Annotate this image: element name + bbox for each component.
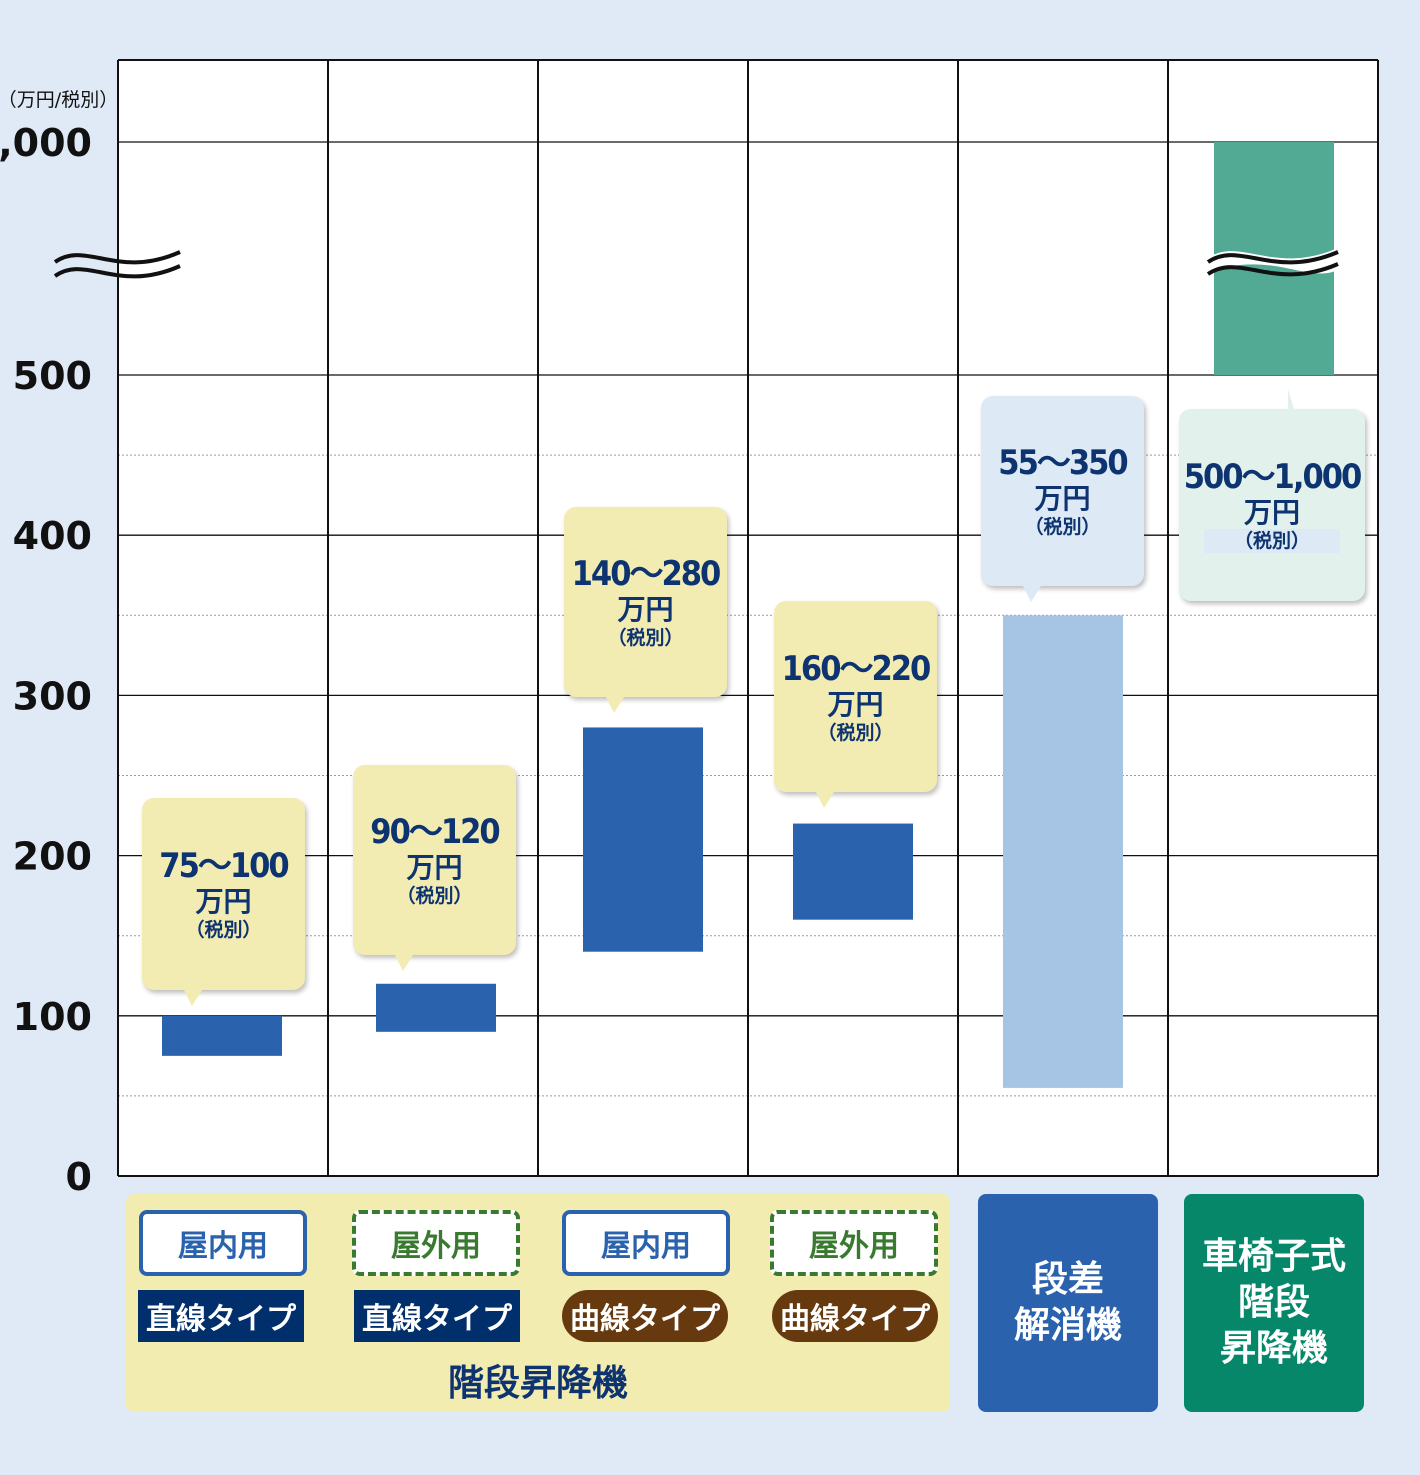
callout-unit: 万円	[1243, 496, 1300, 529]
callout-tax: （税別）	[817, 721, 894, 744]
axis-break-mark	[1206, 250, 1339, 277]
type-label-straight: 直線タイプ	[354, 1290, 520, 1342]
price-callout: 75～100 万円 （税別）	[142, 798, 305, 1006]
type-label-curve: 曲線タイプ	[772, 1290, 938, 1342]
range-bar	[793, 823, 913, 920]
price-callout: 160～220 万円 （税別）	[774, 601, 937, 808]
callout-tax: （税別）	[396, 885, 473, 907]
callout-tax: （税別）	[1024, 516, 1101, 538]
callout-pointer	[1023, 586, 1041, 602]
category-wheelchair-stair-lift: 車椅子式 階段 昇降機	[1184, 1194, 1364, 1412]
use-label-indoor: 屋内用	[562, 1210, 730, 1276]
callout-value: 75～100	[159, 846, 289, 886]
price-callout: 55～350 万円 （税別）	[981, 396, 1144, 602]
range-bar	[1003, 615, 1123, 1088]
callout-value: 90～120	[370, 812, 500, 852]
y-tick-label: 100	[13, 995, 92, 1039]
y-tick-label: 1,000	[0, 121, 92, 165]
range-bar	[376, 983, 496, 1032]
callout-unit: 万円	[406, 851, 463, 884]
callout-pointer	[1288, 389, 1320, 409]
price-callout: 500～1,000 万円 （税別）	[1179, 389, 1365, 601]
type-label-straight: 直線タイプ	[138, 1290, 304, 1342]
callout-pointer	[395, 955, 413, 971]
category-step-lift: 段差 解消機	[978, 1194, 1158, 1412]
axis-break-mark	[53, 250, 181, 279]
price-callout: 140～280 万円 （税別）	[564, 507, 727, 713]
price-callout: 90～120 万円 （税別）	[353, 765, 516, 971]
use-label-outdoor: 屋外用	[770, 1210, 938, 1276]
callout-value: 160～220	[781, 648, 932, 689]
range-bar	[162, 1015, 282, 1056]
callout-pointer	[606, 697, 624, 713]
use-label-indoor: 屋内用	[139, 1210, 307, 1276]
type-label-curve: 曲線タイプ	[562, 1290, 728, 1342]
callout-pointer	[184, 990, 202, 1006]
y-tick-label: 400	[13, 514, 92, 558]
callout-tax: （税別）	[1203, 529, 1340, 553]
callout-value: 140～280	[571, 554, 722, 594]
y-tick-label: 300	[13, 674, 92, 718]
callout-tax: （税別）	[185, 919, 262, 941]
callout-unit: 万円	[1034, 482, 1091, 515]
callout-pointer	[816, 792, 834, 808]
callout-value: 55～350	[998, 443, 1128, 483]
callout-unit: 万円	[827, 687, 884, 721]
range-bar	[583, 727, 703, 952]
callout-tax: （税別）	[607, 627, 684, 649]
callout-unit: 万円	[617, 593, 674, 626]
callout-unit: 万円	[195, 885, 252, 918]
y-tick-label: 200	[13, 835, 92, 879]
callout-value: 500～1,000	[1183, 457, 1363, 497]
unit-label: （万円/税別）	[0, 89, 118, 111]
y-tick-label: 500	[13, 354, 92, 398]
y-tick-label: 0	[66, 1155, 92, 1199]
use-label-outdoor: 屋外用	[352, 1210, 520, 1276]
group-label: 階段昇降機	[447, 1363, 628, 1404]
